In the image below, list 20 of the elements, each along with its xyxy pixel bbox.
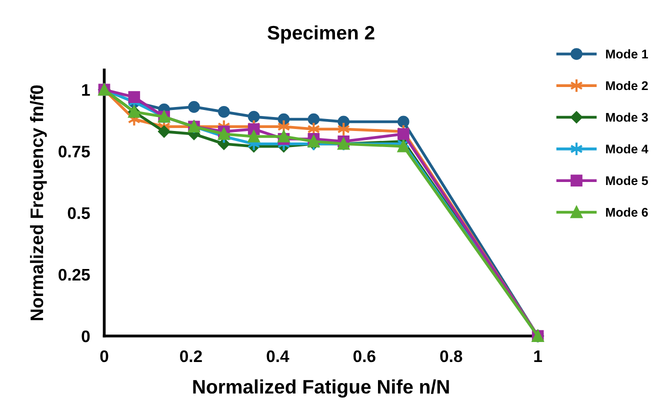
x-axis-title: Normalized Fatigue Nife n/N [193,379,449,398]
y-tick-label: 0.75 [58,146,90,158]
x-tick-label: 0.4 [266,350,290,362]
y-tick-label: 1 [82,84,90,96]
x-tick-label: 0.8 [440,350,462,362]
y-tick-label: 0.5 [68,207,90,220]
y-tick-label: 0.25 [58,268,90,281]
x-tick-label: 0.6 [353,350,376,362]
legend-label: Mode 2 [606,80,648,90]
legend-label: Mode 5 [606,176,648,186]
x-tick-label: 0.2 [180,350,202,362]
legend-label: Mode 3 [606,112,648,122]
x-tick-label: 1 [534,350,542,362]
x-tick-label: 0 [100,350,108,362]
chart-title: Specimen 2 [268,25,374,44]
y-tick-label: 0 [82,330,90,342]
legend-label: Mode 6 [606,208,648,217]
legend-label: Mode 1 [606,49,648,58]
legend-label: Mode 4 [606,144,648,154]
y-axis-title: Normalized Frequency fn/f0 [30,85,47,320]
